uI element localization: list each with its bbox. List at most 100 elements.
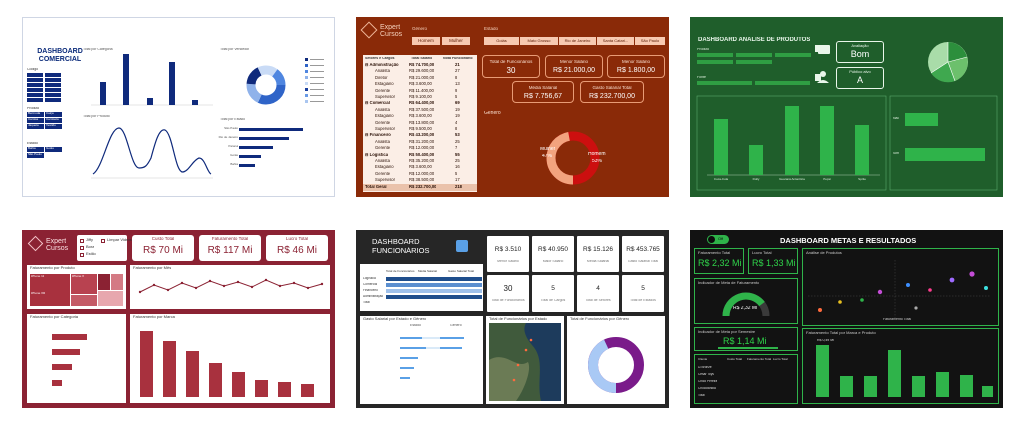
p2-estado-label: Estado bbox=[484, 27, 499, 31]
p5-table-header[interactable]: Gasto Salarial Total bbox=[448, 270, 474, 273]
p4-treemap-label: iPhone X bbox=[72, 275, 85, 278]
dashboard-faturamento-expert-thumbnail[interactable]: Expert Cursos Jiffy Limpar Vidros Bora Esti… bbox=[22, 230, 335, 408]
p5-satellite-map bbox=[489, 323, 561, 401]
p6-table-header[interactable]: Faturamento Total bbox=[747, 358, 772, 361]
p2-table-cell-count: 5 bbox=[455, 95, 458, 99]
p1-hbar-3 bbox=[239, 146, 273, 149]
p5-table-header[interactable]: Total de Funcionários bbox=[386, 270, 415, 273]
p3-bar-label: Sprite bbox=[858, 178, 866, 181]
p2-table-cell-count: 69 bbox=[455, 101, 460, 106]
p6-bar-card: Faturamento Total por Marca e Produto R$… bbox=[802, 328, 999, 404]
p1-produto-item[interactable]: Camiseta bbox=[45, 118, 62, 123]
p1-produto-item[interactable]: Jaqueta bbox=[27, 124, 44, 129]
p3-bar-4 bbox=[820, 106, 834, 175]
p6-scatter-points bbox=[808, 260, 990, 320]
p1-estado-item[interactable]: Bahia bbox=[27, 147, 44, 152]
p4-legend-checkbox[interactable] bbox=[80, 252, 84, 257]
p6-table-header[interactable]: Custo Total bbox=[727, 358, 742, 361]
p2-table-cell-count: 218 bbox=[455, 184, 462, 189]
p2-table-cell-value: R$ 29.600,00 bbox=[409, 69, 435, 74]
dashboard-rh-expert-thumbnail[interactable]: Expert Cursos Gênero Estado Homem Mulher … bbox=[356, 17, 669, 197]
p5-table-row-label: Comercial bbox=[363, 283, 378, 286]
p5-kpi-value: 30 bbox=[503, 285, 513, 293]
p5-chart1-title: Gasto Salarial por Estado e Gênero bbox=[363, 317, 427, 321]
p1-codigo-item[interactable] bbox=[45, 98, 61, 102]
p1-hbar-chart bbox=[239, 128, 303, 167]
p2-genero-option[interactable]: Mulher bbox=[442, 37, 470, 45]
p2-table-cell-count: 16 bbox=[455, 165, 460, 170]
p6-table-header[interactable]: Cliente bbox=[698, 358, 708, 361]
p1-codigo-item[interactable] bbox=[27, 83, 43, 87]
p1-produto-item[interactable]: Bermuda bbox=[27, 112, 44, 117]
dashboard-funcionarios-thumbnail[interactable]: DASHBOARD FUNCIONÁRIOS R$ 3.510 Menor Sa… bbox=[356, 230, 669, 408]
p4-legend-checkbox[interactable] bbox=[80, 245, 84, 250]
p1-codigo-item[interactable] bbox=[27, 73, 43, 77]
p2-table-cell-name: Analista bbox=[375, 139, 390, 144]
p1-codigo-item[interactable] bbox=[27, 88, 43, 92]
p3-user-icon bbox=[820, 71, 826, 77]
p5-kpi-card: R$ 40.950 Maior Salário bbox=[532, 236, 574, 272]
p4-chart2-title: Faturamento por Mês bbox=[133, 266, 172, 270]
p2-genero-option[interactable]: Homem bbox=[412, 37, 440, 45]
dashboard-analise-produtos-thumbnail[interactable]: DASHBOARD ANÁLISE DE PRODUTOS Produto Fo… bbox=[690, 17, 1003, 197]
p1-estado-item[interactable]: Goiás bbox=[45, 147, 62, 152]
p1-col-1 bbox=[100, 82, 106, 105]
p2-estado-option[interactable]: Goiás bbox=[484, 37, 519, 45]
p1-hbar-2 bbox=[239, 137, 289, 140]
p2-table-cell-count: 17 bbox=[455, 178, 460, 183]
p1-codigo-item[interactable] bbox=[45, 78, 61, 82]
p5-kpi-value: 5 bbox=[551, 285, 555, 292]
p2-table-header[interactable]: Nota Funcionário bbox=[443, 57, 473, 60]
p4-treemap-label: iPhone 11 bbox=[31, 275, 45, 278]
p4-legend-checkbox[interactable] bbox=[101, 238, 105, 243]
p6-bar-title: Faturamento Total por Marca e Produto bbox=[806, 331, 876, 335]
p5-kpi-label: Gasto Salarial Total bbox=[627, 260, 659, 263]
p5-kpi-value: R$ 3.510 bbox=[494, 246, 522, 253]
p5-kpi-label: Menor Salário bbox=[497, 260, 519, 263]
p2-table-cell-name: Gerente bbox=[375, 120, 391, 125]
p3-avaliacao-label: Avaliação bbox=[851, 44, 869, 48]
dashboard-comercial-thumbnail[interactable]: DASHBOARD COMERCIAL Código Produto Estad… bbox=[22, 17, 335, 197]
p2-estado-option[interactable]: São Paulo bbox=[635, 37, 665, 45]
p1-col-5 bbox=[192, 100, 198, 105]
p6-table-header[interactable]: Lucro Total bbox=[773, 358, 788, 361]
p5-charts-svg bbox=[386, 277, 644, 401]
p1-codigo-item[interactable] bbox=[45, 83, 61, 87]
p1-produto-item[interactable]: Vestido bbox=[45, 124, 62, 129]
p2-estado-option[interactable]: Mato Grosso bbox=[520, 37, 558, 45]
p6-gauge2-bar bbox=[718, 347, 778, 349]
p2-table-cell-name: Analista bbox=[375, 69, 390, 74]
p2-estado-option[interactable]: Rio de Janeiro bbox=[559, 37, 596, 45]
p1-codigo-item[interactable] bbox=[27, 78, 43, 82]
p4-legend-checkbox[interactable] bbox=[80, 238, 84, 243]
p3-bar-label: Coca-Cola bbox=[713, 178, 729, 181]
dashboard-metas-resultados-thumbnail[interactable]: Off DASHBOARD METAS E RESULTADOS Faturam… bbox=[690, 230, 1003, 408]
p1-codigo-item[interactable] bbox=[45, 73, 61, 77]
p4-line-chart bbox=[138, 278, 324, 294]
p6-kpi2-label: Lucro Total bbox=[752, 251, 772, 255]
p3-bar-label: Guaraná Antarctica bbox=[779, 178, 805, 181]
p1-produto-item[interactable]: Calça bbox=[45, 112, 62, 117]
p1-codigo-item[interactable] bbox=[45, 93, 61, 97]
p6-toggle-switch[interactable]: Off bbox=[707, 235, 729, 244]
p1-donut-legend bbox=[305, 58, 324, 103]
p3-bar-label: Dolly bbox=[752, 178, 760, 181]
p5-table-header[interactable]: Média Salarial bbox=[418, 270, 438, 273]
p1-codigo-item[interactable] bbox=[27, 93, 43, 97]
p1-codigo-item[interactable] bbox=[45, 88, 61, 92]
p5-kpi-label: Total de Estados bbox=[630, 299, 656, 302]
p2-kpi-menor-salario-b: Menor Salário R$ 1.800,00 bbox=[607, 55, 665, 78]
p2-table-cell-count: 19 bbox=[455, 114, 460, 119]
p1-produto-item[interactable]: Camisa bbox=[27, 118, 44, 123]
p2-kpi-media-salarial: Média Salarial R$ 7.756,67 bbox=[512, 81, 574, 103]
p1-donut-chart bbox=[246, 65, 286, 105]
p1-codigo-item[interactable] bbox=[27, 98, 43, 102]
p2-estado-option[interactable]: Santa Catari... bbox=[597, 37, 634, 45]
p1-estado-item[interactable]: São Paulo bbox=[27, 153, 44, 158]
p3-funnel-icon-2 bbox=[815, 74, 821, 81]
p5-chart1-col2: Gênero bbox=[450, 324, 462, 327]
p2-table-header[interactable]: Total Salário bbox=[411, 57, 433, 60]
p3-produto-slicer bbox=[697, 53, 811, 64]
p2-table-cell-name: Gerente bbox=[375, 88, 391, 93]
p2-table-header[interactable]: Setores e Cargos bbox=[365, 57, 395, 60]
